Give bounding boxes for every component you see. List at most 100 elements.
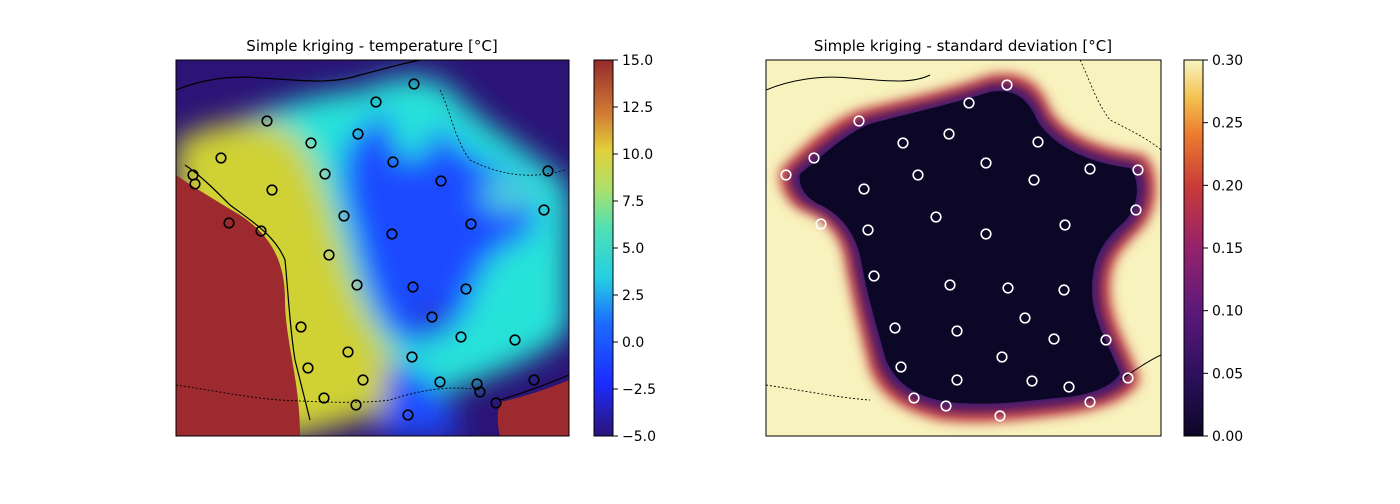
temperature-station-marker <box>338 210 350 222</box>
std-station-marker <box>1132 164 1144 176</box>
std-station-marker <box>889 322 901 334</box>
std-station-marker <box>1084 396 1096 408</box>
temperature-station-marker <box>295 321 307 333</box>
std-station-marker <box>780 169 792 181</box>
temperature-station-marker <box>189 178 201 190</box>
std-title: Simple kriging - standard deviation [°C] <box>814 37 1112 55</box>
std-station-marker <box>1048 333 1060 345</box>
std-colorbar-tick-label: 0.15 <box>1212 241 1243 257</box>
temperature-plot-frame <box>175 59 570 437</box>
std-panel: Simple kriging - standard deviation [°C]… <box>765 37 1243 445</box>
temperature-colorbar-tick-label: 7.5 <box>622 194 644 210</box>
temperature-station-marker <box>474 386 486 398</box>
temperature-station-marker <box>408 78 420 90</box>
std-colorbar-tick-label: 0.30 <box>1212 53 1243 69</box>
std-station-marker <box>1130 204 1142 216</box>
temperature-colorbar-tick-label: 2.5 <box>622 288 644 304</box>
temperature-station-marker <box>460 283 472 295</box>
std-station-marker <box>868 270 880 282</box>
std-station-marker <box>1058 284 1070 296</box>
std-colorbar-tick-label: 0.20 <box>1212 178 1243 194</box>
std-station-marker <box>862 224 874 236</box>
std-station-marker <box>980 157 992 169</box>
std-station-marker <box>930 211 942 223</box>
std-station-marker <box>897 137 909 149</box>
std-station-marker <box>944 279 956 291</box>
temperature-panel: Simple kriging - temperature [°C] <box>175 37 656 445</box>
temperature-station-marker <box>387 156 399 168</box>
std-station-marker <box>951 374 963 386</box>
std-station-marker <box>1059 219 1071 231</box>
std-station-marker <box>1100 334 1112 346</box>
temperature-station-marker <box>319 168 331 180</box>
temperature-station-marker <box>402 409 414 421</box>
temperature-station-marker <box>538 204 550 216</box>
temperature-station-marker <box>509 334 521 346</box>
temperature-station-marker <box>255 225 267 237</box>
std-station-marker <box>963 97 975 109</box>
temperature-colorbar-tick-label: 15.0 <box>622 53 653 69</box>
temperature-station-marker <box>302 362 314 374</box>
std-station-marker <box>996 351 1008 363</box>
std-station-marker <box>853 115 865 127</box>
std-station-marker <box>1002 282 1014 294</box>
temperature-station-marker <box>386 228 398 240</box>
std-station-marker <box>1032 136 1044 148</box>
temperature-station-marker <box>407 281 419 293</box>
std-station-marker <box>1019 312 1031 324</box>
temperature-station-marker <box>490 397 502 409</box>
temperature-station-marker <box>542 165 554 177</box>
temperature-colorbar-tick-label: 12.5 <box>622 100 653 116</box>
temperature-station-marker <box>435 175 447 187</box>
temperature-station-marker <box>351 279 363 291</box>
std-station-marker <box>994 410 1006 422</box>
temperature-station-marker <box>352 128 364 140</box>
std-station-marker <box>1001 79 1013 91</box>
temperature-colorbar-tick-label: 10.0 <box>622 147 653 163</box>
temperature-stations <box>187 78 554 421</box>
temperature-station-marker <box>528 374 540 386</box>
temperature-station-marker <box>370 96 382 108</box>
std-station-marker <box>1063 381 1075 393</box>
std-colorbar-tick-label: 0.10 <box>1212 304 1243 320</box>
std-station-marker <box>1026 375 1038 387</box>
std-station-marker <box>943 128 955 140</box>
std-station-marker <box>895 361 907 373</box>
std-colorbar: 0.30 0.25 0.20 0.15 0.10 0.05 0.00 <box>1183 53 1243 445</box>
std-station-marker <box>858 183 870 195</box>
std-station-marker <box>1122 372 1134 384</box>
std-field <box>766 60 1161 436</box>
temperature-station-marker <box>357 374 369 386</box>
temperature-station-marker <box>223 217 235 229</box>
std-station-marker <box>940 400 952 412</box>
temperature-station-marker <box>342 346 354 358</box>
temperature-colorbar-tick-label: 0.0 <box>622 335 644 351</box>
std-station-marker <box>1084 163 1096 175</box>
std-plot-frame <box>765 59 1162 437</box>
temperature-station-marker <box>455 331 467 343</box>
temperature-station-marker <box>434 376 446 388</box>
std-station-marker <box>980 228 992 240</box>
std-station-marker <box>951 325 963 337</box>
temperature-station-marker <box>350 399 362 411</box>
temperature-station-marker <box>465 218 477 230</box>
temperature-title: Simple kriging - temperature [°C] <box>246 37 497 55</box>
std-station-marker <box>815 218 827 230</box>
temperature-colorbar-tick-label: −2.5 <box>622 382 656 398</box>
std-station-marker <box>912 169 924 181</box>
std-colorbar-tick-label: 0.05 <box>1212 366 1243 382</box>
temperature-colorbar: 15.0 12.5 10.0 7.5 5.0 2.5 0.0 −2.5 −5.0 <box>593 53 656 445</box>
temperature-station-marker <box>406 351 418 363</box>
temperature-station-marker <box>266 184 278 196</box>
temperature-station-marker <box>323 249 335 261</box>
std-colorbar-tick-label: 0.25 <box>1212 116 1243 132</box>
std-station-marker <box>1028 174 1040 186</box>
temperature-station-marker <box>215 152 227 164</box>
temperature-colorbar-tick-label: 5.0 <box>622 241 644 257</box>
std-colorbar-tick-label: 0.00 <box>1212 429 1243 445</box>
std-station-marker <box>908 392 920 404</box>
temperature-station-marker <box>426 311 438 323</box>
temperature-station-marker <box>305 137 317 149</box>
temperature-colorbar-tick-label: −5.0 <box>622 429 656 445</box>
